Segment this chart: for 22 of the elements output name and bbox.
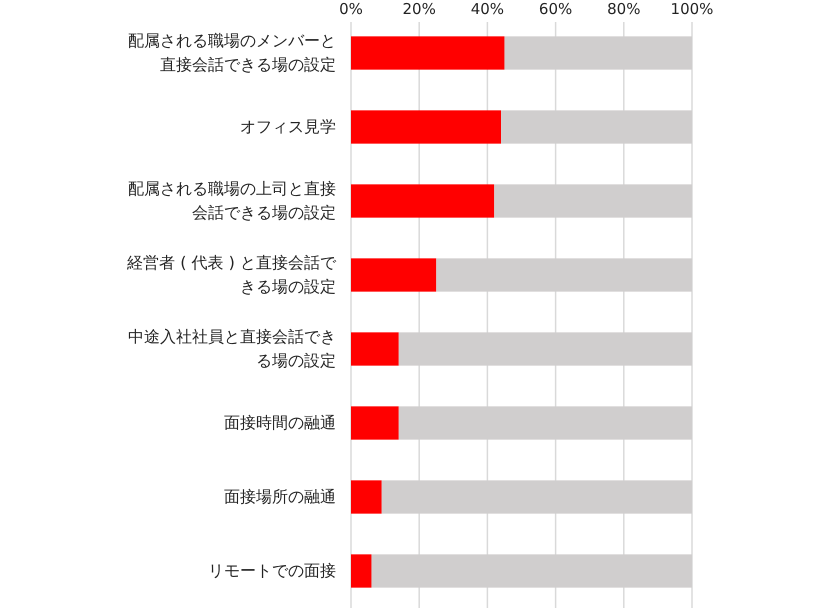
- x-tick-label: 80%: [607, 0, 640, 18]
- x-tick-label: 0%: [339, 0, 363, 18]
- bar: [351, 184, 494, 218]
- y-tick-label: オフィス見学: [239, 116, 336, 138]
- y-tick-label: 配属される職場の上司と直接会話できる場の設定: [127, 178, 336, 224]
- bar: [351, 554, 372, 588]
- bar: [351, 258, 436, 292]
- bar: [351, 36, 504, 70]
- x-tick-label: 40%: [470, 0, 504, 18]
- y-tick-label: リモートでの面接: [207, 560, 336, 582]
- y-tick-label: 面接時間の融通: [223, 412, 336, 434]
- x-tick-label: 60%: [538, 0, 572, 18]
- bar: [351, 332, 399, 366]
- bar: [351, 110, 502, 144]
- bar: [351, 406, 399, 440]
- y-tick-label: 中途入社社員と直接会話できる場の設定: [127, 326, 336, 372]
- x-tick-label: 20%: [402, 0, 436, 18]
- y-tick-label: 経営者 ( 代表 ) と直接会話できる場の設定: [126, 252, 336, 298]
- y-tick-label: 面接場所の融通: [223, 486, 336, 508]
- bar: [351, 480, 382, 514]
- x-tick-label: 100%: [670, 0, 714, 18]
- y-tick-label: 配属される職場のメンバーと直接会話できる場の設定: [127, 30, 336, 76]
